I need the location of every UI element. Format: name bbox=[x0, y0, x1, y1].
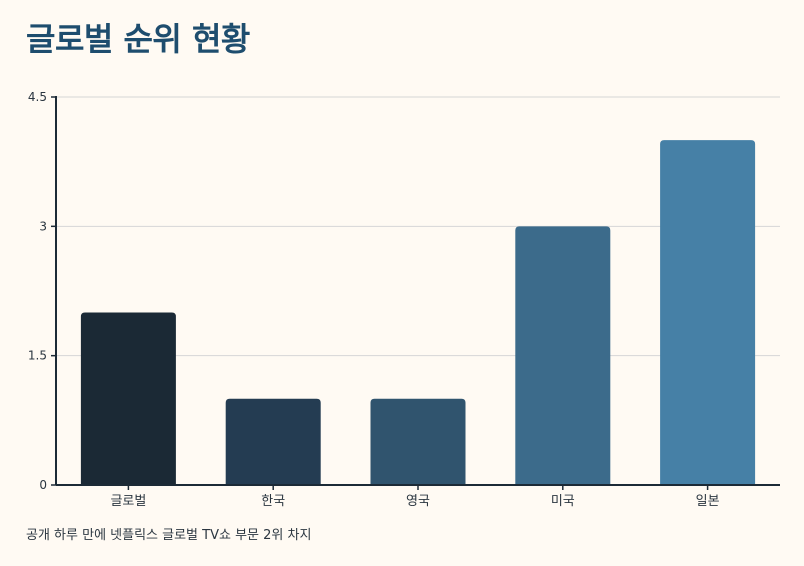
x-tick-label: 영국 bbox=[406, 494, 430, 509]
y-tick-label: 1.5 bbox=[28, 349, 47, 363]
x-tick-label: 일본 bbox=[696, 494, 720, 509]
chart-caption: 공개 하루 만에 넷플릭스 글로벌 TV쇼 부문 2위 차지 bbox=[26, 528, 312, 543]
bar bbox=[225, 398, 321, 485]
x-tick-label: 글로벌 bbox=[110, 494, 146, 509]
chart-title: 글로벌 순위 현황 bbox=[26, 20, 250, 58]
x-tick-label: 한국 bbox=[261, 494, 285, 509]
y-tick-label: 4.5 bbox=[28, 90, 47, 104]
bar bbox=[660, 140, 756, 485]
gridlines bbox=[56, 96, 780, 357]
x-tick-label: 미국 bbox=[551, 494, 575, 509]
y-axis-ticks: 0 1.5 3 4.5 bbox=[28, 90, 56, 492]
x-axis-ticks: 글로벌 한국 영국 미국 일본 bbox=[110, 485, 720, 509]
bars bbox=[80, 140, 756, 486]
y-tick-label: 3 bbox=[39, 219, 47, 233]
bar bbox=[515, 226, 611, 486]
bar bbox=[80, 312, 176, 485]
y-tick-label: 0 bbox=[39, 478, 47, 492]
bar bbox=[370, 398, 466, 485]
